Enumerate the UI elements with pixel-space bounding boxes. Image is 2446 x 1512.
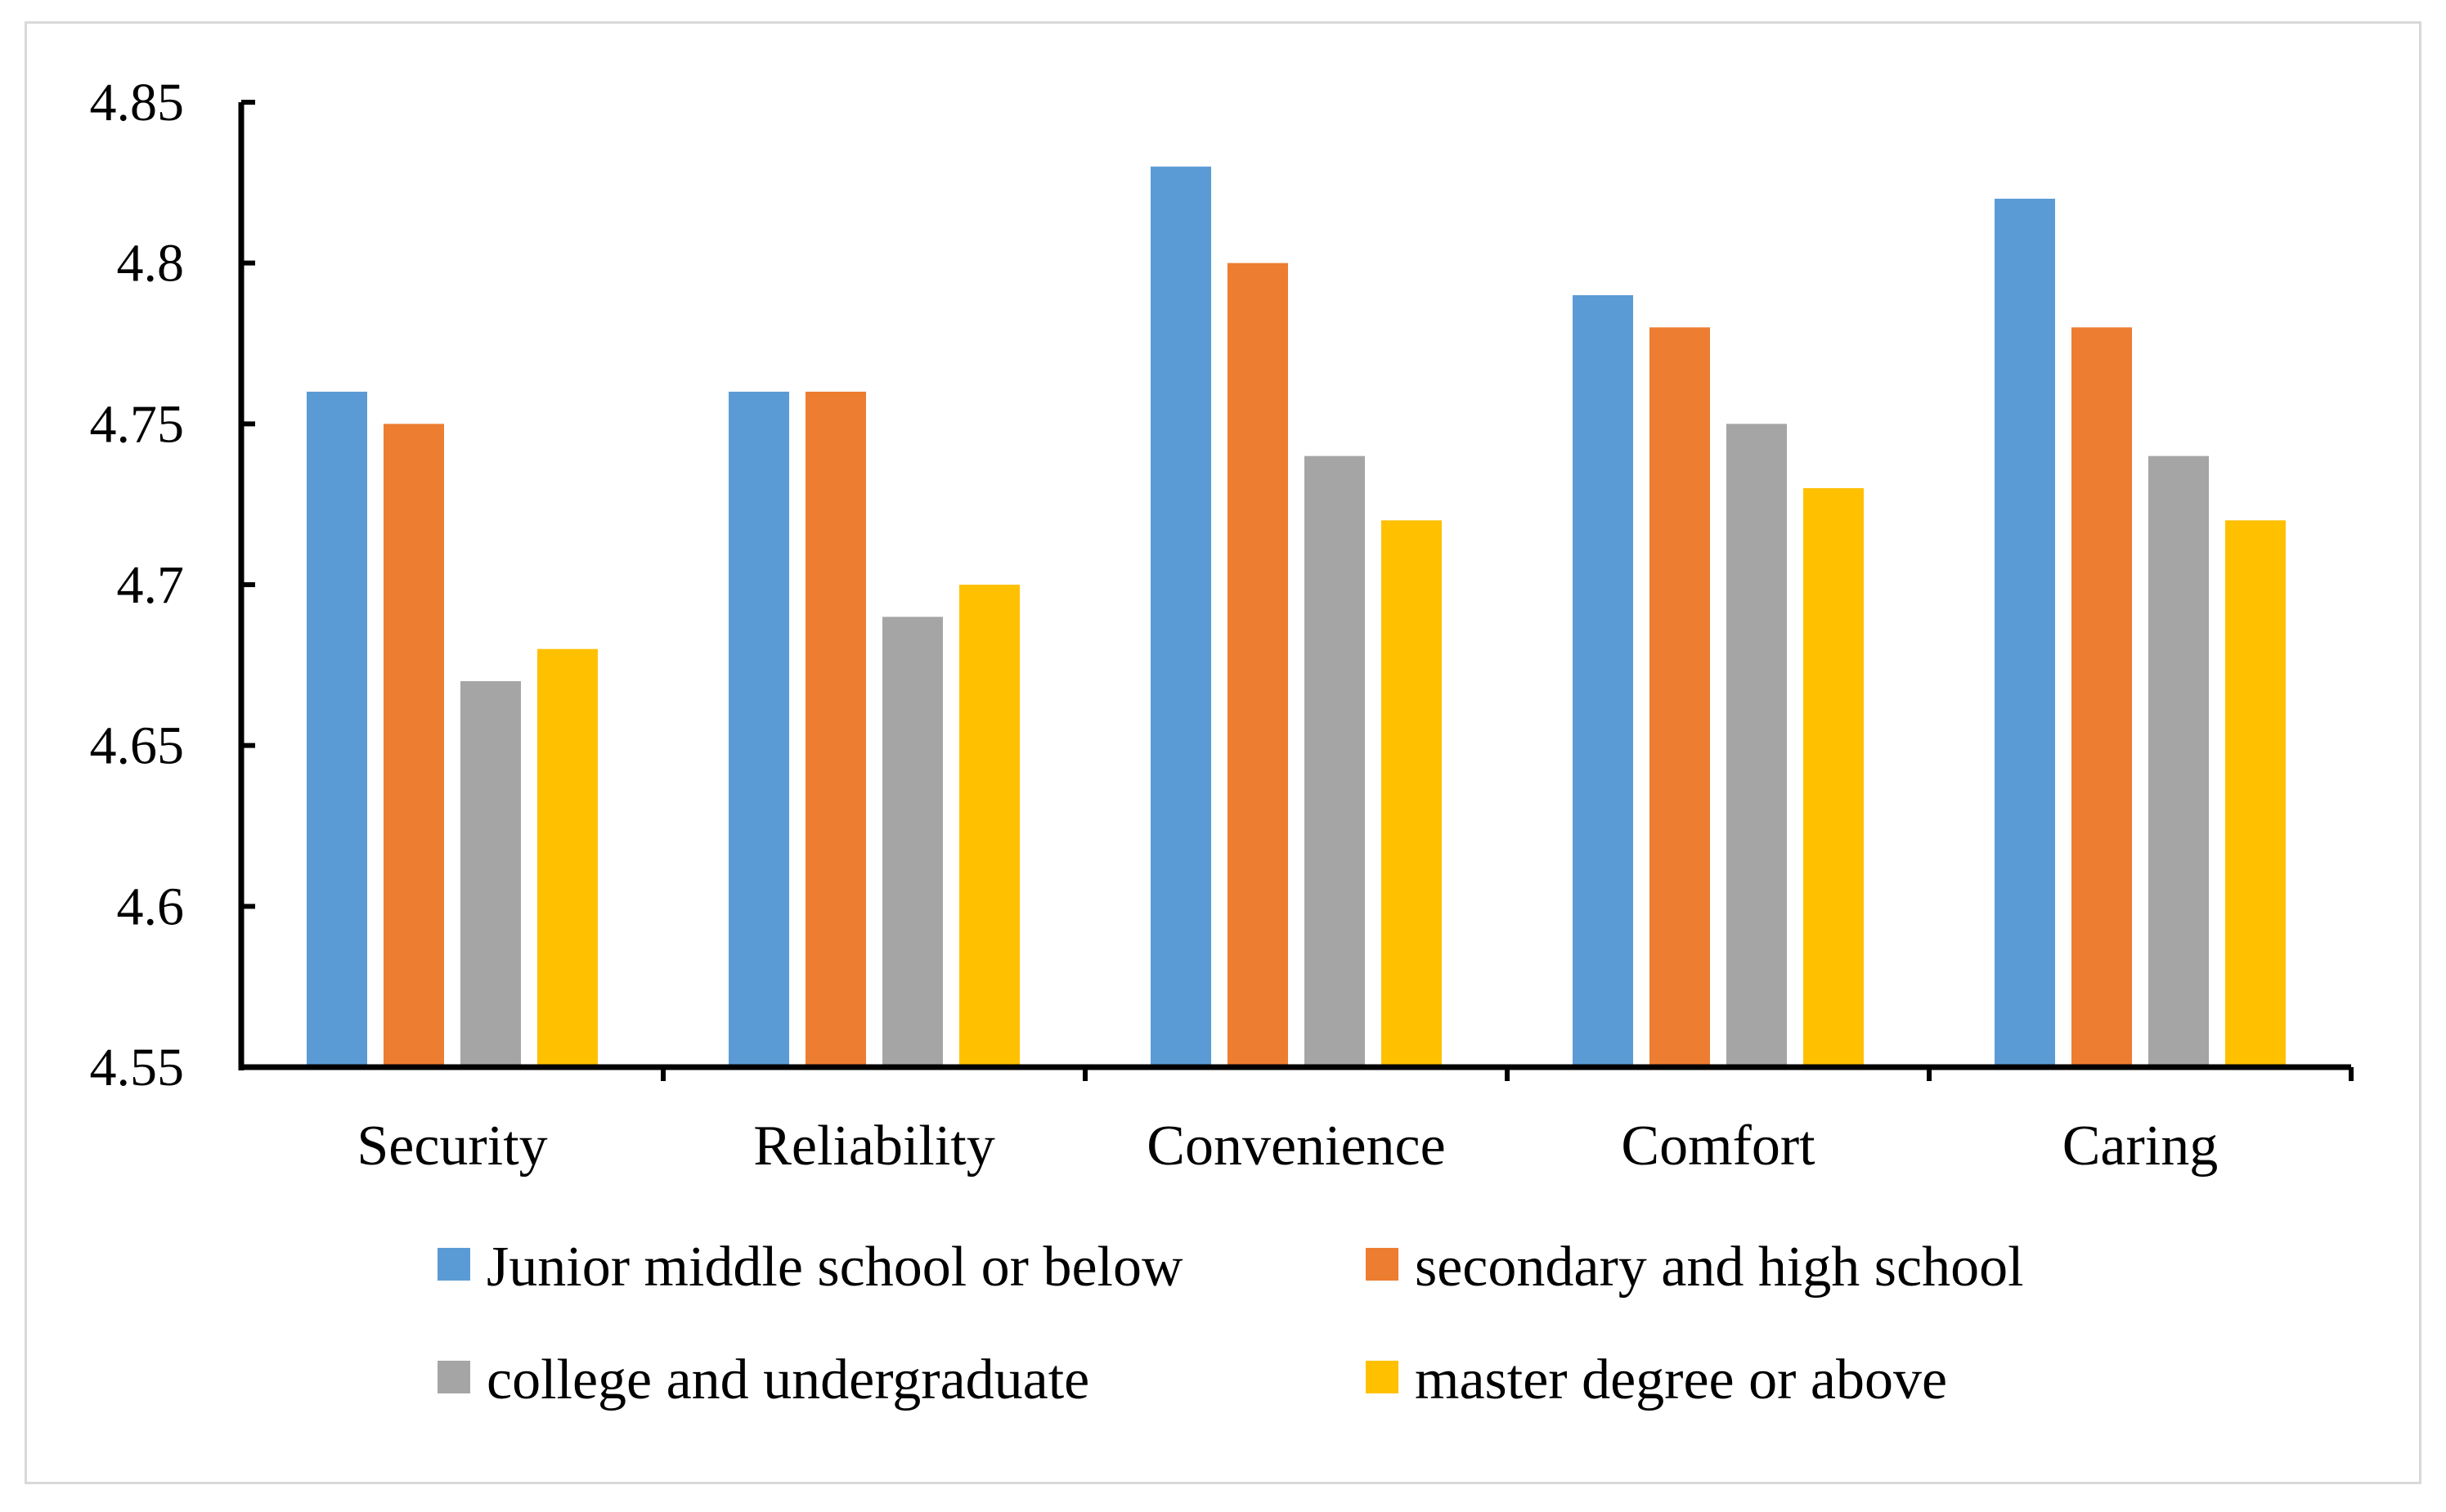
x-tick-label-comfort: Comfort	[1621, 1115, 1815, 1178]
bar-caring-series-3	[2225, 520, 2286, 1067]
bar-reliability-series-1	[806, 392, 866, 1067]
legend: Junior middle school or below secondary a…	[438, 1236, 2024, 1411]
y-tick-label: 4.65	[90, 716, 185, 776]
bar-comfort-series-0	[1573, 295, 1633, 1067]
bar-security-series-2	[460, 681, 521, 1067]
legend-label-0: Junior middle school or below	[487, 1236, 1183, 1299]
bar-convenience-series-0	[1151, 166, 1211, 1068]
y-tick-label: 4.85	[90, 73, 185, 132]
bar-caring-series-2	[2148, 455, 2209, 1067]
bar-reliability-series-3	[959, 585, 1020, 1067]
bar-convenience-series-1	[1227, 262, 1288, 1068]
legend-swatch-2	[438, 1361, 470, 1393]
bars-layer	[307, 166, 2286, 1068]
legend-label-3: master degree or above	[1415, 1348, 1947, 1411]
x-tick-label-convenience: Convenience	[1147, 1115, 1445, 1178]
bar-security-series-0	[307, 392, 367, 1067]
legend-label-2: college and undergraduate	[487, 1348, 1089, 1411]
legend-swatch-3	[1366, 1361, 1398, 1393]
y-tick-label: 4.6	[117, 877, 185, 936]
legend-label-1: secondary and high school	[1415, 1236, 2024, 1299]
bar-comfort-series-3	[1803, 488, 1864, 1067]
bar-comfort-series-1	[1649, 327, 1710, 1067]
bar-reliability-series-2	[882, 617, 943, 1067]
legend-swatch-0	[438, 1248, 470, 1281]
x-tick-label-security: Security	[357, 1115, 547, 1178]
bar-security-series-1	[384, 424, 444, 1067]
y-tick-label: 4.75	[90, 394, 185, 454]
bar-reliability-series-0	[729, 392, 789, 1067]
x-tick-label-caring: Caring	[2062, 1115, 2219, 1178]
legend-swatch-1	[1366, 1248, 1398, 1281]
y-tick-label: 4.8	[117, 234, 185, 294]
x-tick-label-reliability: Reliability	[753, 1115, 995, 1178]
bar-caring-series-0	[1995, 199, 2055, 1067]
bar-convenience-series-2	[1304, 455, 1365, 1067]
y-axis-ticks: 4.55 4.6 4.65 4.7 4.75 4.8 4.85	[90, 73, 255, 1097]
y-tick-label: 4.55	[90, 1038, 185, 1097]
x-axis-labels: Security Reliability Convenience Comfort Car…	[357, 1115, 2218, 1178]
bar-comfort-series-2	[1726, 424, 1787, 1067]
bar-security-series-3	[537, 648, 598, 1067]
y-tick-label: 4.7	[117, 555, 185, 615]
bar-convenience-series-3	[1381, 520, 1442, 1067]
bar-caring-series-1	[2071, 327, 2132, 1067]
